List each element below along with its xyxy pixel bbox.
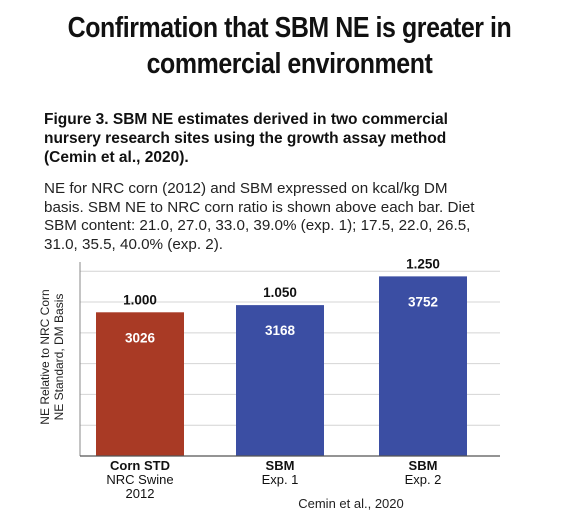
y-axis-title-line: NE Standard, DM Basis: [52, 294, 66, 421]
bar: [236, 305, 324, 456]
category-label: Exp. 2: [405, 472, 442, 487]
category-label: Corn STD: [110, 458, 170, 473]
category-label: Exp. 1: [262, 472, 299, 487]
ratio-label: 1.250: [406, 256, 440, 271]
ne-value-label: 3752: [408, 294, 438, 309]
y-axis-title-line: NE Relative to NRC Corn: [38, 289, 52, 424]
y-axis-title: NE Relative to NRC CornNE Standard, DM B…: [38, 289, 66, 424]
figure-caption-line-2: nursery research sites using the growth …: [44, 130, 447, 147]
bars: [96, 276, 467, 456]
axes: NE Relative to NRC CornNE Standard, DM B…: [38, 262, 500, 511]
figure-note: NE for NRC corn (2012) and SBM expressed…: [44, 180, 554, 254]
category-label: SBM: [266, 458, 295, 473]
bar-labels: 1.000 3026 1.050 3168 1.250 3752: [123, 256, 440, 345]
category-label: NRC Swine: [106, 472, 173, 487]
ratio-label: 1.050: [263, 285, 297, 300]
ratio-label: 1.000: [123, 292, 157, 307]
slide-title: Confirmation that SBM NE is greater in c…: [41, 10, 539, 82]
figure-note-line-2: basis. SBM NE to NRC corn ratio is shown…: [44, 198, 475, 216]
category-label: 2012: [126, 486, 155, 501]
ne-value-label: 3026: [125, 330, 156, 345]
figure-caption-line-1: Figure 3. SBM NE estimates derived in tw…: [44, 111, 448, 128]
bar: [96, 312, 184, 456]
figure-caption: Figure 3. SBM NE estimates derived in tw…: [44, 110, 544, 167]
slide-title-line-2: commercial environment: [146, 48, 433, 80]
category-label: SBM: [409, 458, 438, 473]
bar: [379, 276, 467, 456]
figure-note-line-1: NE for NRC corn (2012) and SBM expressed…: [44, 180, 448, 197]
ne-value-label: 3168: [265, 323, 296, 338]
slide-title-line-1: Confirmation that SBM NE is greater in: [67, 12, 512, 44]
figure-note-line-4: 31.0, 35.5, 40.0% (exp. 2).: [44, 235, 223, 253]
figure-note-line-3: SBM content: 21.0, 27.0, 33.0, 39.0% (ex…: [44, 217, 471, 234]
figure-caption-line-3: (Cemin et al., 2020).: [44, 149, 189, 166]
group-label: Cemin et al., 2020: [298, 496, 404, 511]
